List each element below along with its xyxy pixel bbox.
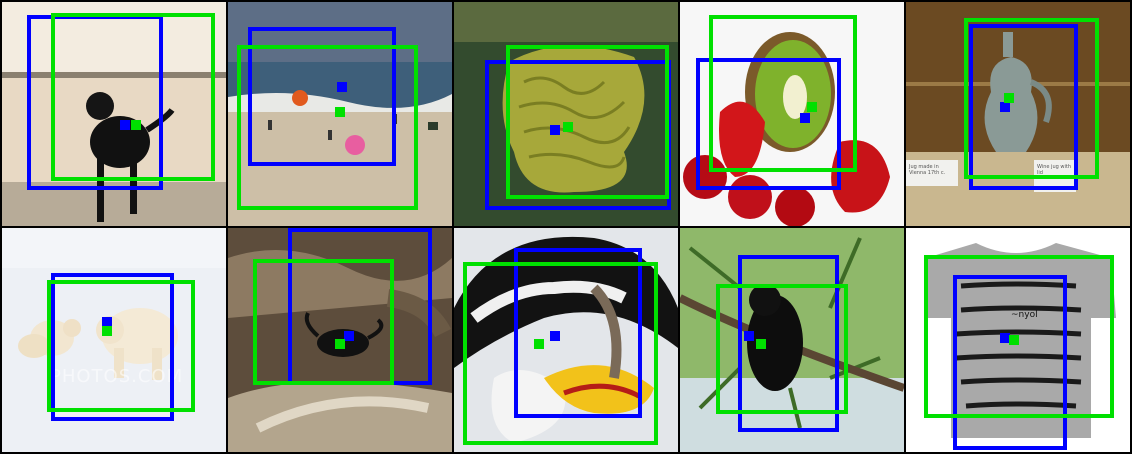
museum-label-right: Wine jug with lid [1037, 164, 1071, 176]
photo-tile-kiwi-and-strawberries [680, 2, 904, 226]
blue-center-marker [549, 330, 560, 341]
blue-center-marker [343, 330, 354, 341]
shirt-print-text: ~nyol [1011, 310, 1038, 320]
blue-center-marker [999, 332, 1010, 343]
blue-center-marker [337, 82, 348, 93]
photo-tile-beach-crowd [228, 2, 452, 226]
photo-tile-hornbill-bird [454, 228, 678, 452]
blue-bounding-box [248, 26, 396, 166]
blue-bounding-box [695, 58, 842, 191]
green-bounding-box [51, 13, 215, 182]
photo-polar-bears-on-snow [2, 228, 226, 452]
green-bounding-box [964, 17, 1099, 179]
blue-center-marker [800, 113, 811, 124]
watermark-text: PHOTOS.COM [50, 366, 184, 387]
green-center-marker [335, 339, 345, 350]
photo-tile-gray-tshirt-product: ~nyol [906, 228, 1130, 452]
photo-tile-polar-bears-on-snow: PHOTOS.COM [2, 228, 226, 452]
green-bounding-box [923, 254, 1115, 419]
photo-tile-monkey-in-tree [680, 228, 904, 452]
green-center-marker [1008, 335, 1019, 345]
blue-center-marker [744, 330, 755, 341]
photo-beetle-on-dry-leaves [228, 228, 452, 452]
blue-center-marker [999, 102, 1010, 113]
green-bounding-box [46, 279, 195, 412]
photo-tile-brain-coral [454, 2, 678, 226]
blue-bounding-box [953, 275, 1068, 450]
blue-bounding-box [26, 15, 164, 191]
green-center-marker [131, 120, 142, 131]
green-center-marker [563, 122, 574, 133]
green-center-marker [1004, 93, 1015, 104]
blue-bounding-box [514, 248, 643, 419]
green-center-marker [807, 102, 818, 113]
blue-center-marker [549, 124, 560, 135]
green-center-marker [534, 339, 545, 350]
green-bounding-box [505, 44, 670, 200]
green-bounding-box [236, 44, 419, 211]
blue-bounding-box [968, 24, 1079, 191]
green-center-marker [335, 106, 345, 117]
green-bounding-box [709, 15, 857, 173]
photo-tile-black-dog-on-beach [2, 2, 226, 226]
green-bounding-box [462, 261, 658, 446]
green-bounding-box [252, 259, 394, 385]
photo-brain-coral [454, 2, 678, 226]
green-center-marker [755, 339, 766, 350]
green-bounding-box [715, 284, 848, 414]
photo-tile-beetle-on-dry-leaves [228, 228, 452, 452]
blue-bounding-box [51, 272, 175, 421]
green-center-marker [102, 326, 113, 337]
blue-bounding-box [738, 254, 840, 432]
photo-tile-ceramic-jug-in-museum-case: Jug made in Vienna 17th c. Wine jug with … [906, 2, 1130, 226]
blue-center-marker [120, 120, 131, 131]
museum-label-left: Jug made in Vienna 17th c. [909, 164, 946, 176]
blue-bounding-box [485, 60, 672, 211]
blue-center-marker [102, 317, 113, 328]
